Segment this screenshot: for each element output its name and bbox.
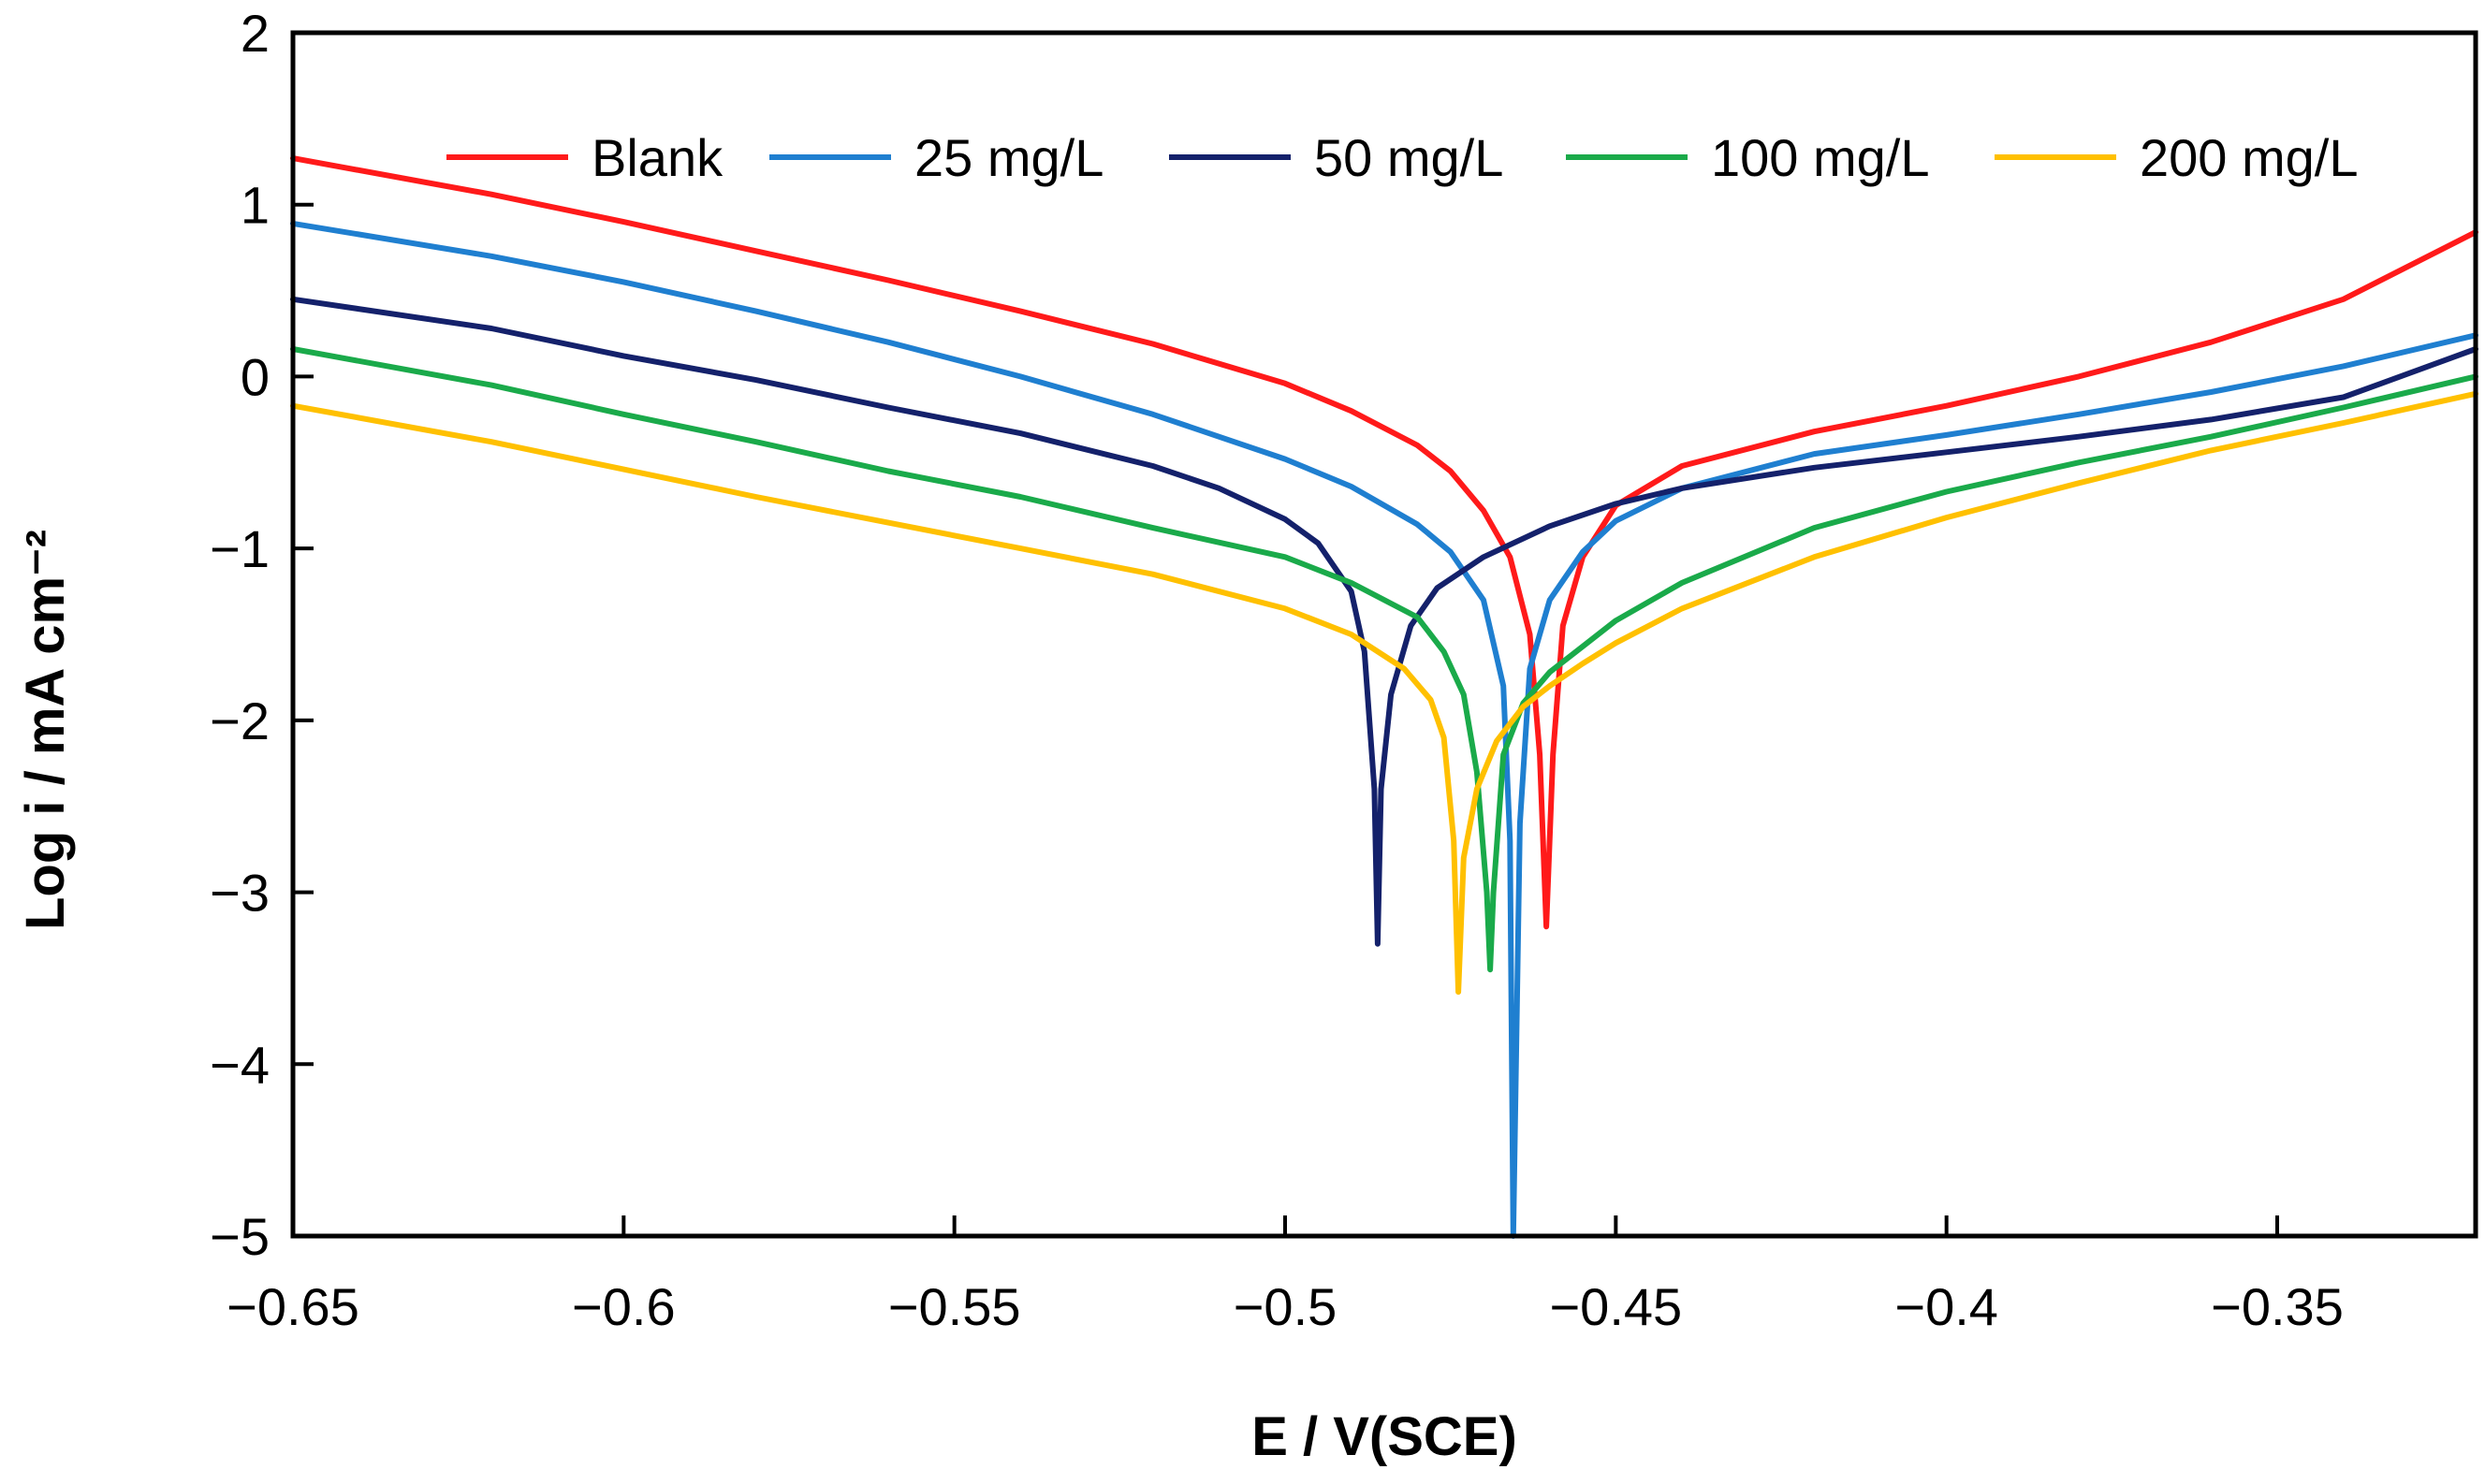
legend-label-2: 50 mg/L bbox=[1314, 128, 1503, 187]
y-tick-label: −3 bbox=[210, 864, 270, 923]
legend: Blank 25 mg/L 50 mg/L 100 mg/L 200 mg/L bbox=[446, 128, 2359, 187]
x-axis-title: E / V(SCE) bbox=[1251, 1406, 1517, 1467]
x-tick-label: −0.55 bbox=[888, 1277, 1021, 1336]
legend-label-0: Blank bbox=[592, 128, 724, 187]
series-line-3 bbox=[290, 346, 2478, 973]
series-line-2 bbox=[290, 296, 2478, 947]
y-tick-label: −5 bbox=[210, 1207, 270, 1266]
y-tick-label: −4 bbox=[210, 1035, 270, 1094]
x-tick-label: −0.45 bbox=[1549, 1277, 1682, 1336]
series-layer bbox=[290, 155, 2478, 1239]
y-tick-label: −1 bbox=[210, 519, 270, 578]
legend-label-1: 25 mg/L bbox=[914, 128, 1104, 187]
ticks-layer: −0.65 −0.6 −0.55 −0.5 −0.45 −0.4 −0.35 −5 −4 −3 −2… bbox=[210, 4, 2344, 1336]
x-tick-label: −0.65 bbox=[227, 1277, 359, 1336]
y-tick-label: −2 bbox=[210, 691, 270, 750]
series-line-4 bbox=[290, 390, 2478, 996]
plot-area-frame bbox=[290, 30, 2478, 1239]
legend-label-4: 200 mg/L bbox=[2140, 128, 2359, 187]
x-tick-label: −0.4 bbox=[1894, 1277, 1998, 1336]
y-tick-label: 2 bbox=[241, 4, 270, 63]
legend-label-3: 100 mg/L bbox=[1711, 128, 1930, 187]
y-tick-label: 0 bbox=[241, 347, 270, 406]
x-tick-label: −0.6 bbox=[572, 1277, 676, 1336]
x-tick-label: −0.5 bbox=[1234, 1277, 1338, 1336]
x-tick-label: −0.35 bbox=[2211, 1277, 2344, 1336]
y-tick-label: 1 bbox=[241, 176, 270, 235]
series-line-0 bbox=[290, 155, 2478, 930]
y-axis-title: Log i / mA cm⁻² bbox=[15, 530, 76, 930]
series-line-1 bbox=[290, 220, 2478, 1239]
